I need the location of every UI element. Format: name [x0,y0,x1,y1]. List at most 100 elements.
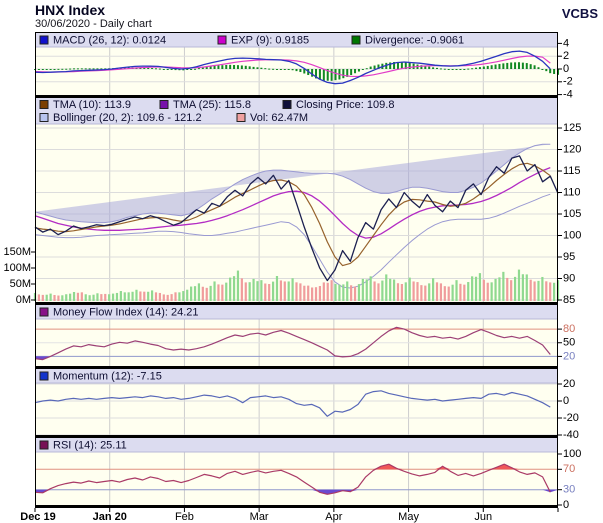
volume-bar [131,291,134,301]
macd-axis-label: 0 [563,63,569,75]
x-axis-month-label: Jan 20 [93,511,127,523]
price-axis-label: 100 [563,229,581,241]
divergence-bar [80,68,83,70]
divergence-bar [61,68,64,70]
divergence-bar [436,67,439,69]
momentum-axis-label: -40 [563,429,579,441]
divergence-bar [182,69,185,71]
divergence-bar [482,66,485,69]
x-axis-month-label: Mar [250,511,269,523]
divergence-bar [92,68,95,70]
divergence-bar [486,65,489,69]
rsi-axis-label: 30 [563,484,575,496]
divergence-bar [139,67,142,69]
volume-bar [256,281,259,301]
price-axis-label: 105 [563,208,581,220]
divergence-bar [377,64,380,69]
divergence-bar [334,69,337,81]
divergence-bar [420,65,423,69]
x-axis-month-label: Feb [175,511,194,523]
volume-bar [104,293,107,301]
mfi-line [34,326,551,361]
volume-bar [467,282,470,301]
volume-bar [353,286,357,301]
legend-strip [35,305,558,319]
momentum-legend-swatch [39,371,49,381]
volume-bar [92,294,95,301]
divergence-bar [393,62,396,69]
closing-price-line [34,155,559,282]
volume-bar [314,287,318,301]
volume-bar [541,276,544,301]
volume-bar [80,292,83,301]
price-legend-label: Bollinger (20, 2): 109.6 - 121.2 [53,112,202,124]
volume-bar [482,279,485,301]
price-legend-label: Vol: 62.47M [250,112,308,124]
panel-border [35,95,558,98]
volume-bar [252,278,255,301]
divergence-bar [174,69,177,71]
volume-bar [213,281,216,301]
macd-axis-label: 2 [563,50,569,62]
price-legend-label: TMA (10): 113.9 [53,99,131,111]
divergence-bar [96,68,99,70]
divergence-bar [240,65,243,69]
volume-bar [342,284,345,301]
volume-bar [65,294,68,301]
divergence-bar [65,68,68,70]
exp-line [34,55,551,78]
volume-bar [287,281,290,301]
volume-bar [111,293,115,301]
divergence-bar [521,62,524,69]
divergence-bar [451,69,454,70]
divergence-bar [252,66,255,69]
mfi-legend-swatch [39,307,49,317]
volume-bar [517,269,521,301]
divergence-bar [84,68,87,70]
divergence-bar [545,69,548,72]
volume-bar [549,282,552,301]
price-axis-label: 125 [563,122,581,134]
divergence-bar [373,65,376,69]
volume-bar [373,281,376,301]
divergence-bar [408,62,411,69]
rsi-axis-label: 70 [563,463,575,475]
divergence-bar [510,62,513,69]
divergence-bar [400,61,403,69]
divergence-bar [154,68,157,70]
volume-axis-label: 100M [3,262,31,274]
divergence-bar [49,69,52,70]
volume-bar [428,283,431,301]
price-axis-label: 115 [563,165,581,177]
panel-border [35,505,558,508]
price-axis-label: 95 [563,251,575,263]
divergence-bar [295,69,298,72]
volume-bar [279,280,282,301]
volume-bar [318,286,322,301]
plot-background [35,452,558,505]
volume-bar [295,282,298,301]
volume-bar [365,279,368,301]
divergence-bar [37,69,40,70]
divergence-bar [342,69,345,79]
divergence-bar [143,67,146,69]
macd-axis-label: -2 [563,76,573,88]
volume-bar [139,291,142,301]
price-legend-swatch [282,100,292,109]
volume-bar [186,289,189,301]
divergence-bar [213,65,216,69]
divergence-bar [186,69,189,70]
bollinger-lower-line [34,193,551,289]
divergence-bar [537,67,540,69]
divergence-bar [369,66,372,69]
divergence-bar [549,69,552,74]
mfi-axis-label: 80 [563,323,575,335]
price-legend-label: TMA (25): 115.8 [173,99,251,111]
divergence-bar [279,69,282,70]
divergence-bar [229,64,232,69]
divergence-bar [104,68,107,70]
volume-bar [529,279,532,301]
volume-bar [96,293,99,301]
volume-bar [338,284,341,301]
divergence-bar [315,69,318,79]
